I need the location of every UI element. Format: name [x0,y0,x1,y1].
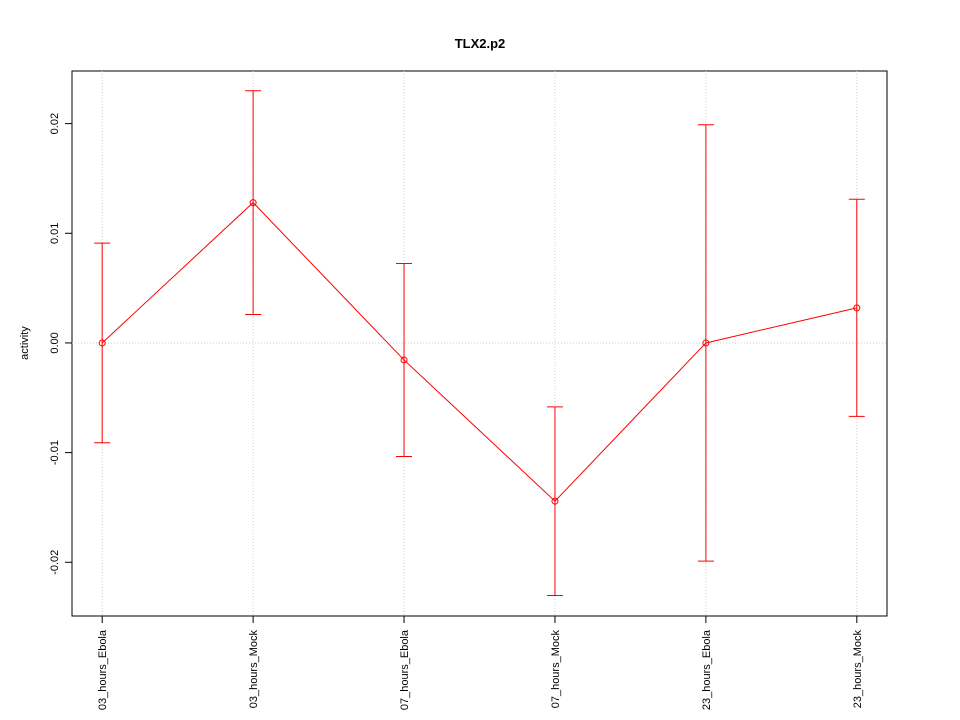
y-tick-label: 0.00 [49,332,61,353]
y-axis-label: activity [19,326,31,360]
x-tick-label: 23_hours_Ebola [701,629,713,710]
point [98,339,106,347]
point [400,356,408,364]
x-tick-label: 07_hours_Ebola [399,629,411,710]
x-tick-label: 07_hours_Mock [550,630,562,709]
y-tick-label: -0.02 [49,550,61,575]
y-tick-label: -0.01 [49,440,61,465]
point [551,497,559,505]
x-tick-label: 03_hours_Mock [248,630,260,709]
y-tick-label: 0.01 [49,223,61,244]
x-tick-label: 03_hours_Ebola [97,629,109,710]
chart-title: TLX2.p2 [455,36,506,51]
point [853,304,861,312]
point [249,199,257,207]
plot-frame [71,70,888,617]
point [702,339,710,347]
series-line [101,201,857,502]
y-tick-label: 0.02 [49,113,61,134]
x-tick-label: 23_hours_Mock [852,630,864,709]
